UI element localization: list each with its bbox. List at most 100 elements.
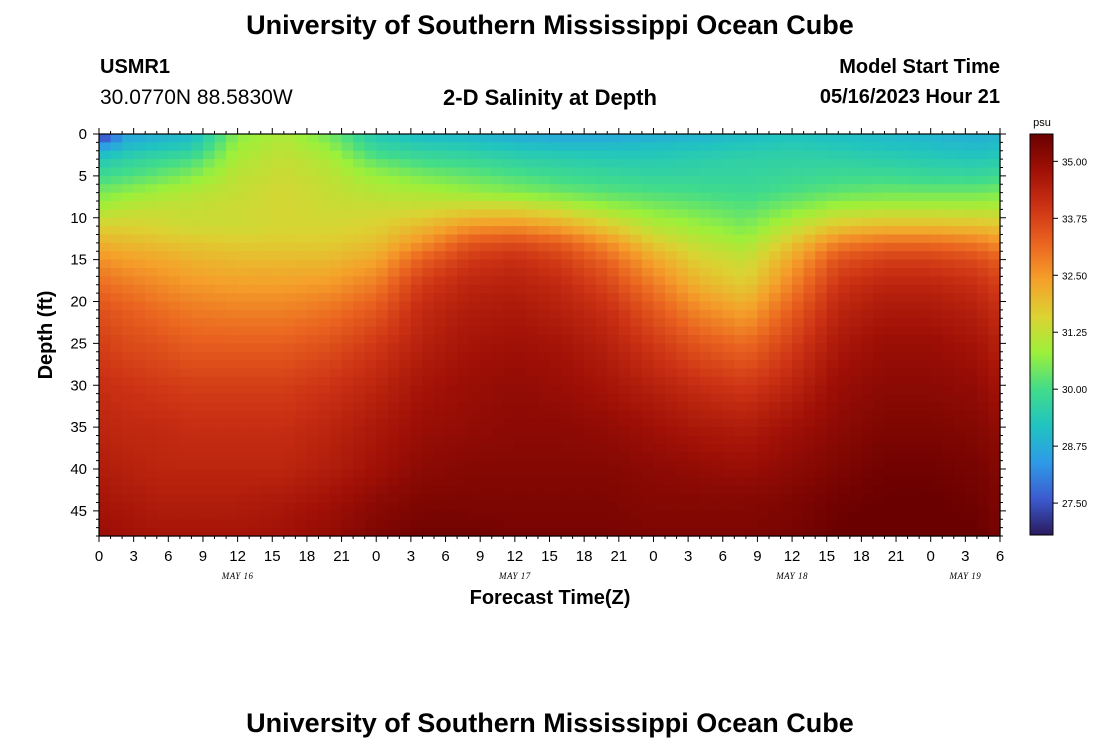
- heatmap-cell: [214, 284, 227, 294]
- heatmap-cell: [191, 150, 204, 160]
- heatmap-cell: [214, 276, 227, 286]
- heatmap-cell: [953, 460, 966, 470]
- heatmap-cell: [399, 469, 412, 478]
- heatmap-cell: [457, 469, 470, 478]
- heatmap-cell: [145, 393, 158, 403]
- heatmap-cell: [341, 268, 354, 277]
- heatmap-cell: [237, 242, 250, 252]
- heatmap-cell: [191, 385, 204, 395]
- heatmap-cell: [480, 469, 493, 478]
- heatmap-cell: [965, 452, 978, 462]
- heatmap-cell: [433, 184, 447, 194]
- main-title: University of Southern Mississippi Ocean…: [246, 10, 854, 40]
- heatmap-cell: [272, 201, 285, 210]
- heatmap-cell: [561, 435, 574, 445]
- heatmap-cell: [780, 226, 793, 236]
- heatmap-cell: [953, 376, 966, 386]
- heatmap-cell: [387, 368, 400, 378]
- heatmap-cell: [410, 326, 424, 336]
- heatmap-cell: [133, 167, 146, 177]
- heatmap-cell: [457, 410, 470, 420]
- heatmap-cell: [630, 343, 643, 353]
- heatmap-cell: [318, 368, 331, 378]
- heatmap-cell: [595, 251, 608, 261]
- heatmap-cell: [168, 360, 181, 370]
- heatmap-cell: [503, 184, 516, 194]
- heatmap-cell: [896, 318, 909, 328]
- heatmap-cell: [618, 184, 631, 194]
- heatmap-cell: [757, 217, 770, 227]
- heatmap-cell: [803, 284, 816, 294]
- heatmap-cell: [976, 494, 990, 504]
- heatmap-cell: [896, 167, 909, 177]
- heatmap-cell: [919, 284, 932, 294]
- heatmap-cell: [468, 175, 481, 185]
- heatmap-cell: [249, 477, 262, 487]
- heatmap-cell: [641, 217, 655, 227]
- heatmap-cell: [168, 251, 181, 261]
- heatmap-cell: [491, 335, 504, 344]
- heatmap-cell: [676, 494, 689, 504]
- heatmap-cell: [584, 469, 597, 478]
- heatmap-cell: [884, 150, 897, 160]
- heatmap-cell: [549, 242, 562, 252]
- heatmap-cell: [179, 192, 193, 202]
- heatmap-cell: [145, 410, 158, 420]
- heatmap-cell: [688, 527, 701, 537]
- heatmap-cell: [618, 226, 631, 236]
- heatmap-cell: [480, 201, 493, 210]
- heatmap-cell: [122, 510, 135, 520]
- heatmap-cell: [988, 326, 1001, 336]
- heatmap-cell: [549, 519, 562, 529]
- heatmap-cell: [768, 502, 782, 512]
- heatmap-cell: [191, 443, 204, 453]
- heatmap-cell: [676, 293, 689, 303]
- heatmap-cell: [780, 326, 793, 336]
- heatmap-cell: [480, 309, 493, 319]
- heatmap-cell: [306, 276, 320, 286]
- heatmap-cell: [699, 201, 712, 210]
- heatmap-cell: [584, 351, 597, 361]
- heatmap-cell: [191, 284, 204, 294]
- heatmap-cell: [826, 393, 839, 403]
- heatmap-cell: [907, 351, 920, 361]
- heatmap-cell: [930, 343, 943, 353]
- heatmap-cell: [595, 134, 608, 143]
- heatmap-cell: [780, 184, 793, 194]
- heatmap-cell: [191, 402, 204, 411]
- heatmap-cell: [838, 402, 851, 411]
- heatmap-cell: [283, 485, 296, 495]
- heatmap-cell: [930, 251, 943, 261]
- heatmap-cell: [815, 527, 828, 537]
- heatmap-cell: [214, 485, 227, 495]
- heatmap-cell: [306, 519, 320, 529]
- heatmap-cell: [214, 301, 227, 311]
- heatmap-cell: [838, 301, 851, 311]
- heatmap-cell: [249, 460, 262, 470]
- heatmap-cell: [780, 485, 793, 495]
- heatmap-cell: [249, 167, 262, 177]
- heatmap-cell: [514, 368, 527, 378]
- heatmap-cell: [422, 226, 435, 236]
- heatmap-cell: [122, 301, 135, 311]
- heatmap-cell: [272, 234, 285, 244]
- heatmap-cell: [838, 284, 851, 294]
- heatmap-cell: [445, 385, 458, 395]
- heatmap-cell: [988, 385, 1001, 395]
- heatmap-cell: [399, 402, 412, 411]
- heatmap-cell: [491, 502, 504, 512]
- heatmap-cell: [838, 494, 851, 504]
- heatmap-cell: [665, 201, 678, 210]
- heatmap-cell: [514, 209, 527, 219]
- heatmap-cell: [792, 494, 805, 504]
- heatmap-cell: [745, 201, 759, 210]
- heatmap-cell: [757, 376, 770, 386]
- heatmap-cell: [110, 175, 123, 185]
- heatmap-cell: [630, 293, 643, 303]
- heatmap-cell: [422, 335, 435, 344]
- heatmap-cell: [249, 234, 262, 244]
- heatmap-cell: [514, 318, 527, 328]
- heatmap-cell: [618, 410, 631, 420]
- heatmap-cell: [815, 201, 828, 210]
- heatmap-cell: [884, 485, 897, 495]
